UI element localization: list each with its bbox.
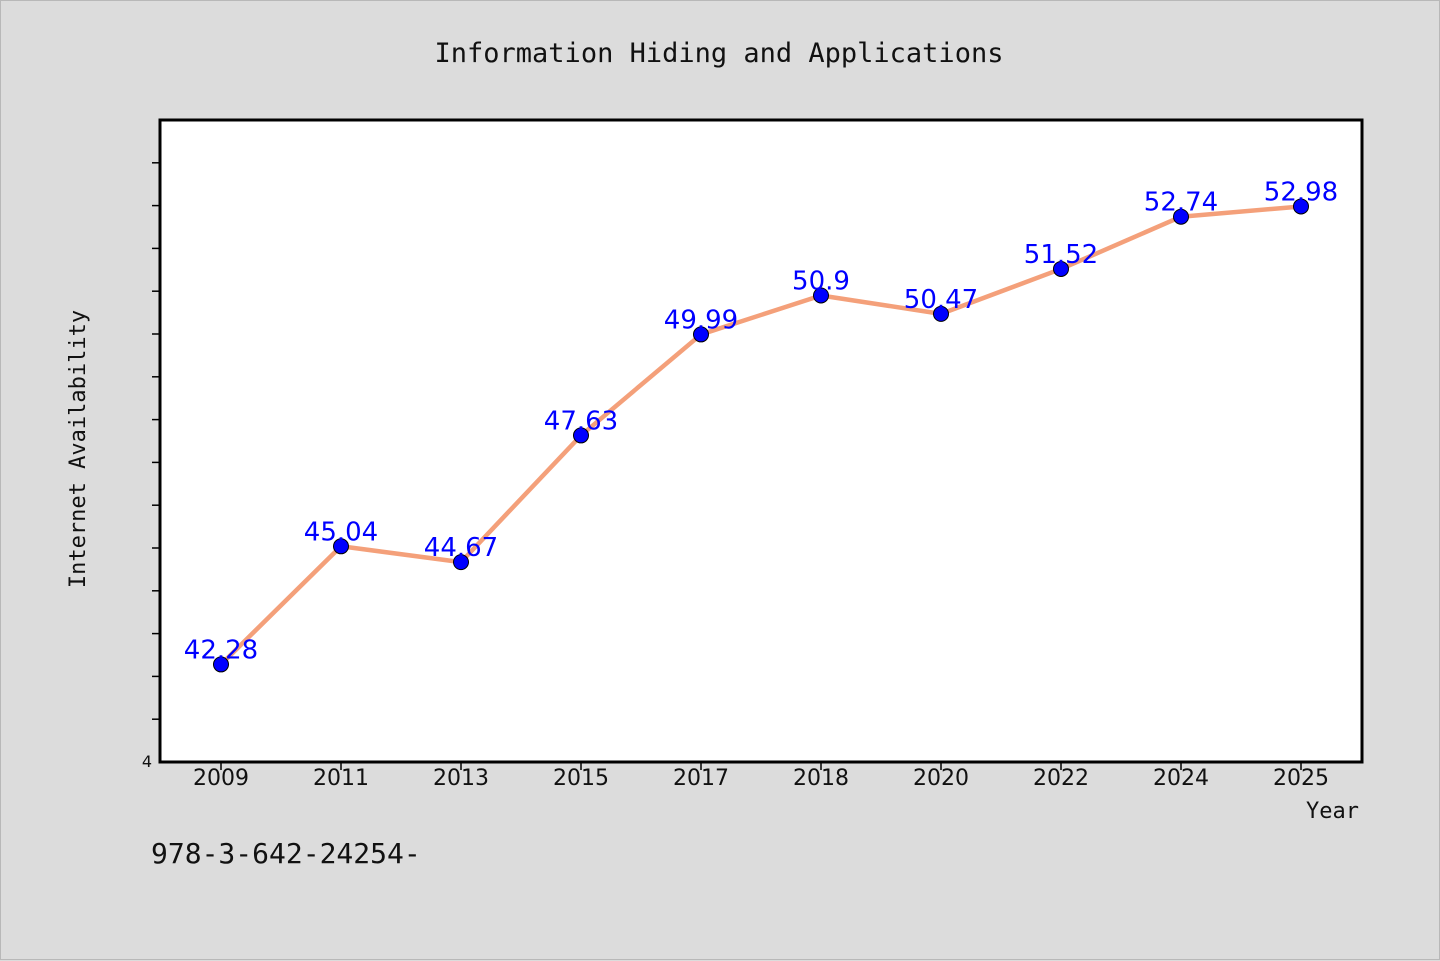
data-point bbox=[213, 656, 229, 673]
x-tick-label: 2018 bbox=[793, 766, 849, 791]
x-tick-label: 2013 bbox=[433, 766, 489, 791]
data-point bbox=[1293, 198, 1309, 215]
chart-title: Information Hiding and Applications bbox=[435, 38, 1004, 69]
x-axis-label: Year bbox=[1306, 799, 1359, 824]
data-point bbox=[333, 538, 349, 555]
data-label: 52.98 bbox=[1264, 177, 1338, 207]
data-label: 47.63 bbox=[544, 406, 618, 436]
data-label: 52.74 bbox=[1144, 188, 1218, 218]
data-label: 50.9 bbox=[792, 266, 850, 296]
data-point bbox=[813, 287, 829, 304]
x-tick-label: 2009 bbox=[193, 766, 249, 791]
data-point bbox=[453, 554, 469, 571]
x-tick-label: 2022 bbox=[1033, 766, 1089, 791]
data-point bbox=[933, 305, 949, 322]
y-tick-label: 4 bbox=[142, 752, 152, 771]
data-label: 45.04 bbox=[304, 517, 378, 547]
x-tick-label: 2015 bbox=[553, 766, 609, 791]
data-point bbox=[693, 326, 709, 343]
data-labels: 42.28 45.04 44.67 47.63 49.99 50.9 50.47 51.52 5… bbox=[184, 177, 1338, 665]
x-tick-label: 2011 bbox=[313, 766, 369, 791]
data-markers bbox=[213, 198, 1309, 673]
data-label: 49.99 bbox=[664, 305, 738, 335]
x-tick-label: 2020 bbox=[913, 766, 969, 791]
data-label: 44.67 bbox=[424, 533, 498, 563]
x-ticks: 2009 2011 2013 2015 2017 2018 2020 2022 2024 2025 bbox=[193, 762, 1329, 791]
y-ticks bbox=[152, 162, 160, 720]
data-label: 50.47 bbox=[904, 285, 978, 315]
y-axis-label: Internet Availability bbox=[66, 310, 91, 588]
data-label: 42.28 bbox=[184, 635, 258, 665]
series-line bbox=[219, 204, 1302, 667]
x-tick-label: 2025 bbox=[1273, 766, 1329, 791]
data-point bbox=[573, 427, 589, 444]
data-label: 51.52 bbox=[1024, 240, 1098, 270]
data-point bbox=[1053, 260, 1069, 277]
footer-isbn-text: 978-3-642-24254- bbox=[151, 837, 421, 870]
data-point bbox=[1173, 208, 1189, 225]
x-tick-label: 2017 bbox=[673, 766, 729, 791]
x-tick-label: 2024 bbox=[1153, 766, 1209, 791]
